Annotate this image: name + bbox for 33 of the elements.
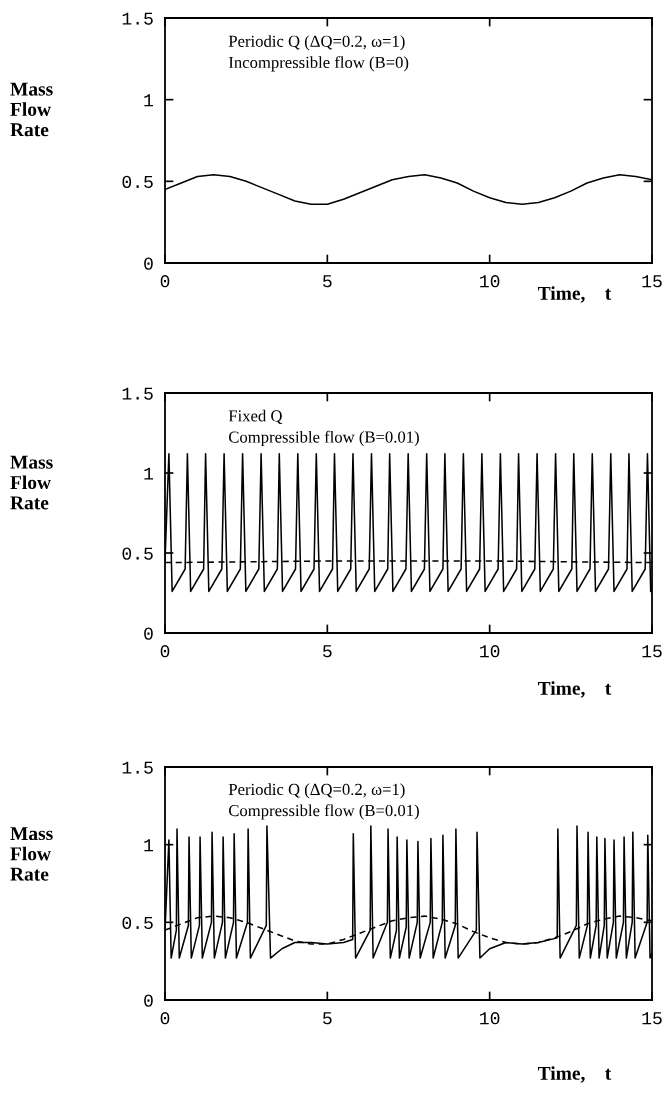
x-tick-label: 15 (642, 645, 662, 658)
y-tick-label: 1.5 (122, 761, 153, 774)
y-axis-title: Mass Flow Rate (10, 82, 53, 137)
y-axis-title: Mass Flow Rate (10, 455, 53, 510)
y-tick-label: 0.5 (122, 916, 153, 930)
x-tick-label: 5 (323, 275, 332, 288)
y-tick-label: 0.5 (122, 547, 153, 560)
y-tick-label: 1 (144, 839, 154, 852)
x-tick-label: 15 (642, 275, 662, 288)
y-tick-label: 0 (144, 994, 153, 1007)
x-axis-title: Time, t (537, 286, 612, 303)
x-tick-label: 0 (160, 1012, 170, 1025)
y-tick-label: 0 (144, 257, 153, 270)
y-tick-label: 1 (144, 467, 154, 480)
annotation: Fixed Q Compressible flow (B=0.01) (228, 409, 419, 447)
y-tick-label: 1.5 (122, 12, 153, 25)
x-axis-title: Time, t (537, 1066, 612, 1083)
x-tick-label: 10 (480, 645, 500, 658)
x-tick-label: 10 (480, 1012, 500, 1025)
x-tick-label: 5 (323, 645, 332, 658)
y-tick-label: 0 (144, 627, 153, 640)
annotation: Periodic Q (ΔQ=0.2, ω=1) Compressible flow (B=0.01) (228, 783, 419, 820)
x-tick-label: 0 (160, 275, 170, 288)
y-tick-label: 0.5 (122, 175, 153, 189)
x-tick-label: 5 (323, 1012, 332, 1025)
x-tick-label: 10 (480, 275, 500, 288)
y-tick-label: 1.5 (122, 387, 153, 400)
x-tick-label: 0 (160, 645, 170, 658)
y-axis-title: Mass Flow Rate (10, 827, 53, 881)
x-tick-label: 15 (642, 1012, 662, 1025)
x-axis-title: Time, t (537, 681, 612, 698)
annotation: Periodic Q (ΔQ=0.2, ω=1) Incompressible flow (B=0) (228, 35, 409, 72)
y-tick-label: 1 (144, 94, 154, 107)
